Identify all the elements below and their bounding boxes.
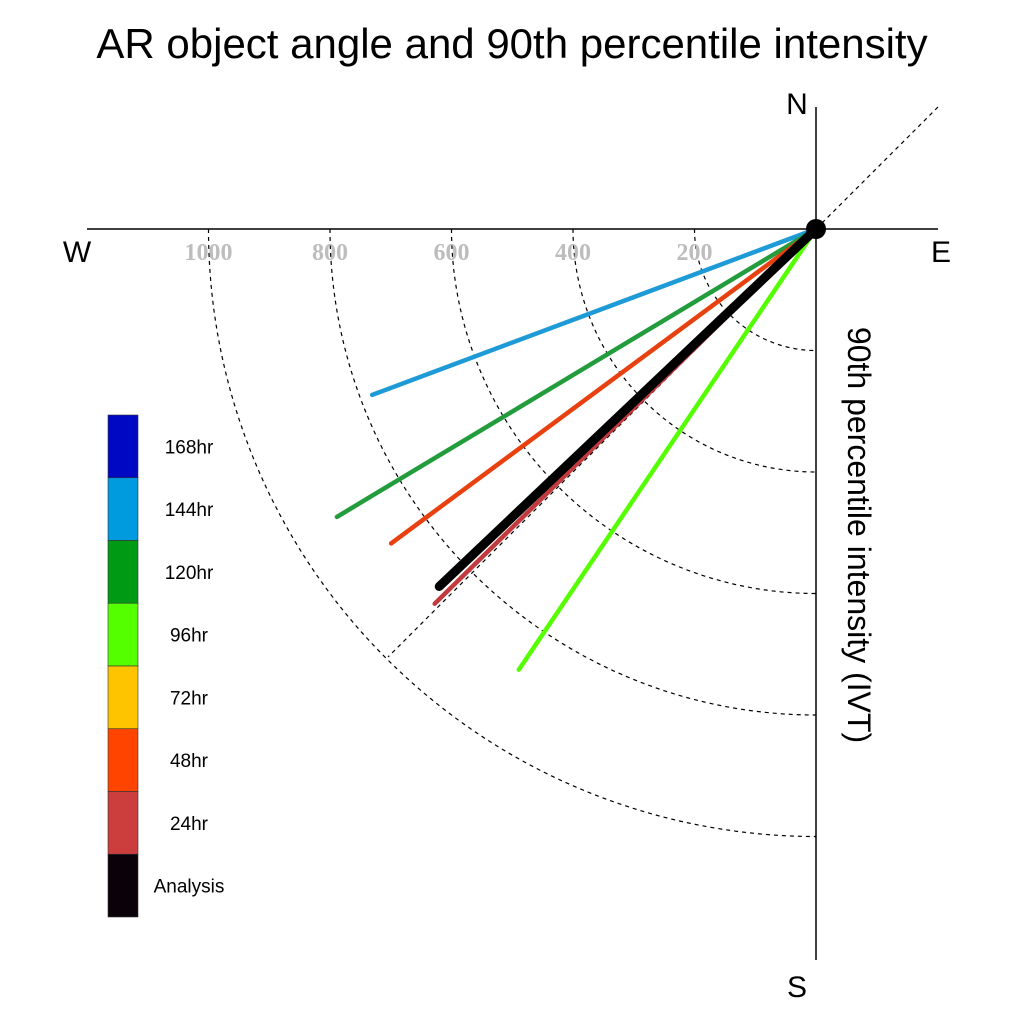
vector-96hr: [516, 226, 819, 672]
tick-label-600: 600: [434, 240, 470, 266]
legend-swatch-120hr: [107, 540, 139, 604]
radial-ring-800: [329, 228, 817, 716]
radial-ring-200: [693, 228, 817, 352]
legend-label-120hr: 120hr: [165, 563, 214, 584]
north-label: N: [786, 88, 808, 121]
legend-swatch-72hr: [107, 665, 139, 730]
legend-swatch-analysis: [107, 853, 139, 918]
series-vectors: [334, 224, 821, 672]
legend-label-24hr: 24hr: [170, 814, 209, 835]
legend-label-72hr: 72hr: [170, 688, 209, 709]
legend-swatch-96hr: [107, 602, 139, 667]
vector-120hr: [334, 226, 819, 520]
vector-144hr: [369, 226, 819, 398]
origin-marker: [806, 219, 826, 239]
radial-gridlines: [207, 228, 817, 838]
radial-ring-1000: [207, 228, 817, 838]
east-label: E: [931, 236, 951, 269]
tick-label-200: 200: [677, 240, 713, 266]
vector-analysis: [434, 224, 821, 591]
legend: 168hr 144hr 120hr 96hr 72hr 48hr 24hr Analysis: [107, 414, 225, 918]
south-label: S: [787, 971, 807, 1004]
chart-title: AR object angle and 90th percentile inte…: [96, 20, 927, 67]
legend-swatch-144hr: [107, 477, 139, 541]
west-label: W: [63, 236, 92, 269]
tick-label-1000: 1000: [185, 240, 233, 266]
legend-label-96hr: 96hr: [170, 626, 209, 647]
tick-label-800: 800: [312, 240, 348, 266]
diagonal-gridline: [387, 106, 939, 658]
tick-label-400: 400: [555, 240, 591, 266]
legend-swatch-168hr: [107, 414, 139, 479]
legend-swatch-48hr: [107, 728, 139, 792]
vector-48hr: [388, 226, 819, 546]
legend-label-168hr: 168hr: [165, 437, 214, 458]
legend-label-144hr: 144hr: [165, 500, 214, 521]
legend-swatch-24hr: [107, 791, 139, 855]
radial-tick-labels: 200 400 600 800 1000: [185, 240, 713, 266]
legend-label-analysis: Analysis: [154, 877, 225, 898]
legend-label-48hr: 48hr: [170, 751, 209, 772]
y-axis-label: 90th percentile intensity (IVT): [841, 327, 877, 743]
